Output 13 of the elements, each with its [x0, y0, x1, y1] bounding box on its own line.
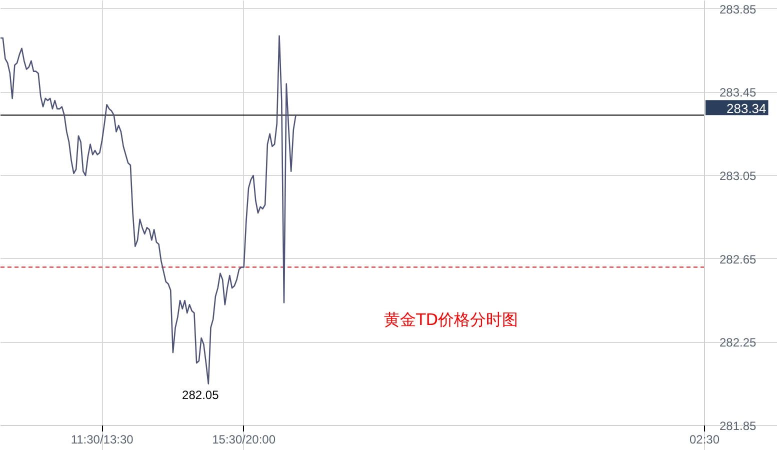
- annotation: 黄金TD价格分时图: [384, 310, 518, 329]
- x-tick-label: 02:30: [689, 432, 720, 446]
- line-series: [0, 35, 296, 384]
- y-tick-label: 282.65: [720, 252, 757, 266]
- ref-line-label: 283.34: [726, 101, 766, 116]
- y-tick-label: 283.05: [720, 169, 757, 183]
- y-tick-label: 283.85: [720, 2, 757, 16]
- y-tick-label: 283.45: [720, 86, 757, 100]
- y-tick-label: 281.85: [720, 419, 757, 433]
- x-tick-label: 15:30/20:00: [212, 432, 276, 446]
- y-tick-label: 282.25: [720, 336, 757, 350]
- x-tick-label: 11:30/13:30: [70, 432, 134, 446]
- annotation: 282.05: [182, 388, 220, 402]
